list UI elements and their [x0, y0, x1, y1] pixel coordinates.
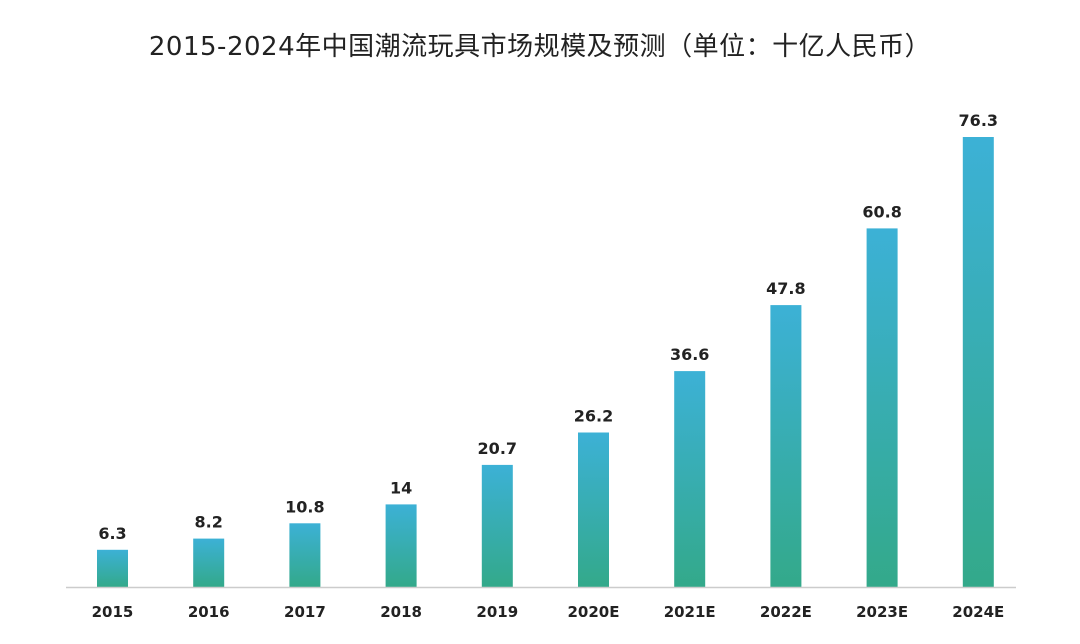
- value-label-2024E: 76.3: [959, 111, 998, 130]
- chart-title: 2015-2024年中国潮流玩具市场规模及预测（单位：十亿人民币）: [148, 32, 932, 62]
- bars-layer: [97, 137, 994, 587]
- x-tick-label-2019: 2019: [476, 603, 518, 621]
- value-label-2015: 6.3: [98, 524, 126, 543]
- x-tick-label-2016: 2016: [188, 603, 230, 621]
- x-tick-label-2024E: 2024E: [952, 603, 1004, 621]
- value-label-2021E: 36.6: [670, 345, 709, 364]
- x-tick-label-2015: 2015: [92, 603, 134, 621]
- x-tick-label-2018: 2018: [380, 603, 422, 621]
- value-label-2019: 20.7: [478, 439, 517, 458]
- value-label-2023E: 60.8: [862, 202, 901, 221]
- value-label-2022E: 47.8: [766, 279, 805, 298]
- value-label-2018: 14: [390, 478, 412, 497]
- bar-2018: [385, 504, 417, 587]
- bar-2021E: [674, 371, 706, 587]
- x-tick-label-2022E: 2022E: [760, 603, 812, 621]
- bar-2023E: [866, 228, 898, 587]
- bar-2017: [289, 523, 321, 587]
- x-tick-label-2017: 2017: [284, 603, 326, 621]
- value-label-2017: 10.8: [285, 497, 324, 516]
- bar-2020E: [578, 432, 609, 587]
- x-tick-label-2023E: 2023E: [856, 603, 908, 621]
- x-tick-label-2020E: 2020E: [568, 603, 620, 621]
- value-label-2016: 8.2: [195, 513, 223, 532]
- bar-2016: [193, 538, 225, 587]
- bar-2019: [481, 464, 513, 587]
- value-label-2020E: 26.2: [574, 407, 613, 426]
- bar-2015: [97, 549, 128, 587]
- x-tick-label-2021E: 2021E: [664, 603, 716, 621]
- bar-2022E: [770, 305, 802, 587]
- bar-2024E: [962, 137, 994, 587]
- labels-layer: 6.3 2015 8.2 2016 10.8 2017 14 2018 20.7 2019 26.2…: [92, 111, 1005, 621]
